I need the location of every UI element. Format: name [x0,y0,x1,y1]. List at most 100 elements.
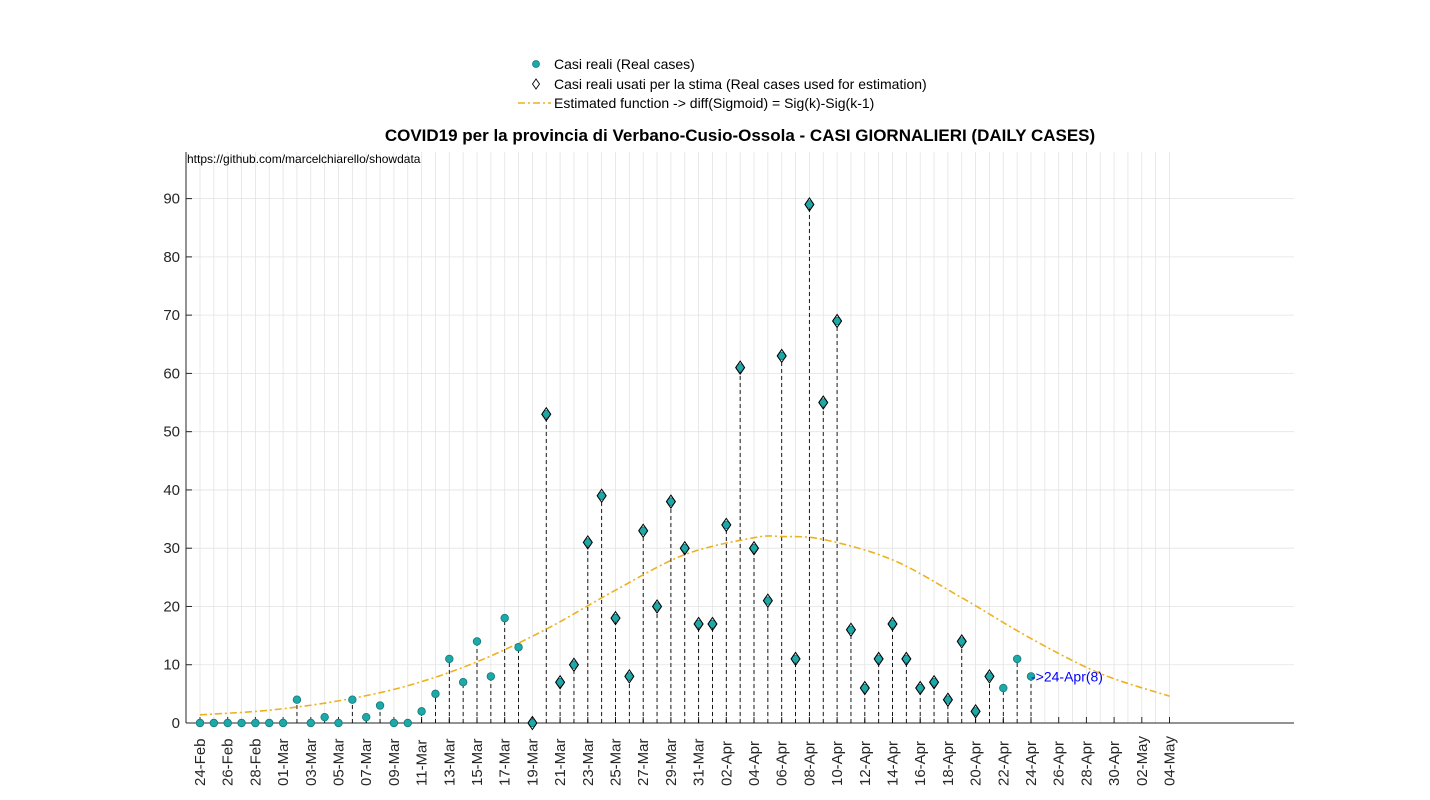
x-tick-label: 29-Mar [663,738,680,786]
x-tick-label: 15-Mar [469,738,486,786]
real-case-point [943,695,953,704]
real-case-point [791,654,800,664]
y-tick-label: 20 [163,598,180,615]
real-case-point [514,643,523,652]
real-case-point [597,491,606,500]
x-tick-label: 02-Apr [718,741,735,786]
real-case-point [763,596,773,605]
y-tick-label: 60 [163,365,180,382]
x-tick-label: 28-Feb [247,738,264,786]
real-case-point [306,718,315,728]
legend-label-estimation-cases: Casi reali usati per la stima (Real case… [554,76,927,92]
real-case-point [209,718,219,728]
real-case-point [265,718,274,728]
real-case-point [985,672,994,681]
real-case-point [583,538,592,547]
estimation-case-marker [527,715,538,731]
real-case-point [777,351,786,361]
estimation-case-marker [651,599,663,614]
x-tick-label: 08-Apr [801,741,818,786]
x-tick-label: 23-Mar [580,738,597,786]
real-case-point [528,718,537,728]
estimation-case-marker [887,616,898,632]
real-case-point [694,619,703,629]
x-tick-label: 24-Apr [1023,741,1040,786]
estimation-case-marker [541,406,552,422]
real-case-point [749,544,759,553]
x-tick-label: 25-Mar [608,738,625,786]
real-case-point [722,520,731,530]
legend-marker-real-cases [532,60,540,68]
legend-label-real-cases: Casi reali (Real cases) [554,56,695,72]
estimation-case-marker [596,488,607,504]
estimation-case-marker [624,669,635,684]
real-case-point [832,316,842,326]
x-tick-label: 27-Mar [635,738,652,786]
y-tick-label: 0 [172,715,180,732]
y-tick-label: 90 [163,191,180,208]
estimation-case-marker [776,348,787,364]
x-tick-label: 03-Mar [303,738,320,786]
estimation-case-marker [568,657,580,673]
estimation-case-marker [831,313,843,329]
real-case-point [971,707,980,716]
x-tick-label: 02-May [1134,735,1151,786]
real-case-point [819,398,828,407]
real-case-point [735,363,745,372]
estimation-case-marker [901,651,912,667]
x-tick-label: 18-Apr [940,741,957,786]
estimation-case-marker [665,494,677,509]
estimated-function-line [199,535,1170,716]
x-tick-labels: 24-Feb 26-Feb 28-Feb 01-Mar 03-Mar 05-Mar 07-M… [192,717,1179,786]
x-tick-label: 11-Mar [414,740,431,786]
real-case-point [292,695,302,704]
real-case-point [860,683,869,693]
real-case-point [957,637,966,646]
real-case-point [929,678,939,687]
real-case-point [611,613,620,623]
real-case-point [237,718,246,728]
estimation-case-marker [707,616,718,632]
real-case-point [999,683,1008,693]
real-case-point [846,625,856,634]
estimation-case-marker [873,651,884,667]
estimation-case-marker [859,680,870,696]
x-tick-label: 04-May [1162,735,1179,786]
real-case-point [902,654,911,664]
legend-label-estimated-function: Estimated function -> diff(Sigmoid) = Si… [554,95,874,111]
real-case-point [639,526,648,535]
estimation-cases-points [527,197,995,731]
x-tick-label: 28-Apr [1078,741,1095,786]
x-tick-label: 19-Mar [524,738,541,786]
real-case-point [278,718,288,728]
real-case-point [445,654,454,664]
x-tick-label: 17-Mar [497,738,514,786]
x-tick-label: 04-Apr [746,741,763,786]
estimation-case-marker [638,523,649,539]
x-tick-label: 30-Apr [1106,741,1123,786]
real-case-point [486,672,496,681]
x-tick-label: 09-Mar [386,738,403,786]
real-case-point [195,718,205,728]
estimation-case-marker [693,616,704,632]
real-case-point [874,654,883,664]
real-case-point [431,689,440,699]
last-point-annotation: ->24-Apr(8) [1031,668,1103,684]
x-tick-label: 14-Apr [885,741,902,786]
y-tick-label: 10 [163,657,180,674]
estimation-case-marker [762,593,773,609]
real-case-point [916,683,925,693]
real-case-point [251,718,260,728]
x-tick-label: 20-Apr [968,741,985,786]
x-tick-label: 05-Mar [331,738,348,786]
real-case-point [805,200,814,209]
estimation-case-marker [928,674,940,690]
y-tick-label: 70 [163,307,180,324]
stem-lines [296,204,1032,723]
y-tick-label: 30 [163,540,180,557]
real-cases-points [195,200,1036,728]
estimation-case-marker [790,651,801,667]
real-case-point [569,660,579,669]
real-case-point [403,718,412,728]
